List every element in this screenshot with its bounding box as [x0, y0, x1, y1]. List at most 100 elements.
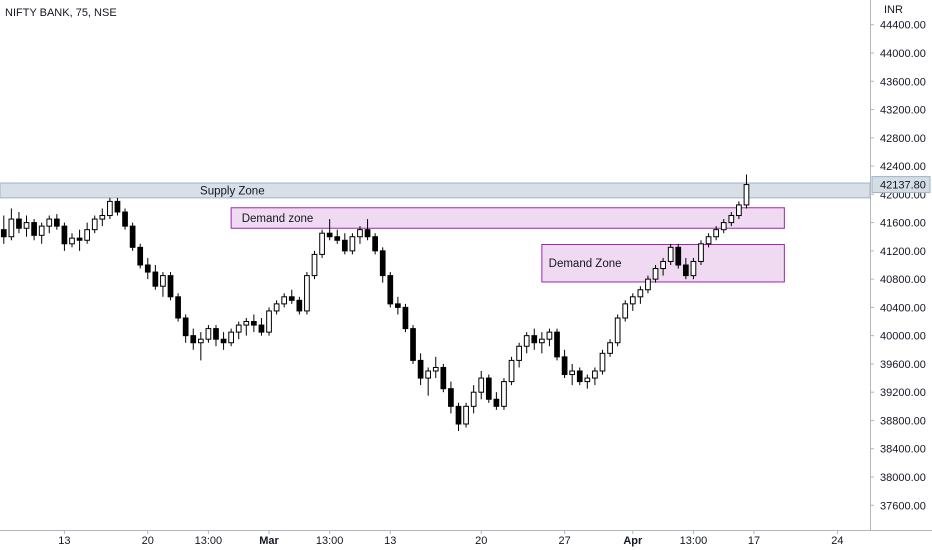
candle-body: [334, 236, 341, 241]
candle: [607, 339, 613, 357]
candle-body: [38, 225, 45, 236]
candle-body: [326, 232, 333, 238]
candle-body: [546, 331, 553, 340]
price-tick-label: 43600.00: [880, 76, 926, 88]
candle-body: [645, 278, 651, 291]
candle: [493, 392, 500, 410]
candle-body: [61, 225, 68, 245]
candle: [220, 332, 227, 350]
candle-body: [629, 296, 636, 305]
candle-body: [675, 246, 682, 266]
candle: [152, 265, 159, 290]
candle-body: [364, 229, 371, 238]
candle: [379, 247, 386, 283]
candle-body: [137, 246, 144, 266]
candle-body: [281, 296, 288, 305]
candle: [160, 272, 166, 297]
candle: [266, 307, 272, 336]
candle: [38, 222, 45, 244]
time-tick-label: Mar: [259, 535, 279, 547]
candle: [288, 289, 295, 304]
candle-body: [554, 331, 560, 358]
candle: [455, 402, 462, 432]
time-tick-label: 17: [748, 535, 760, 547]
candle: [99, 208, 106, 227]
candle-body: [319, 232, 325, 255]
candle-body: [213, 328, 219, 340]
candle: [46, 215, 53, 234]
candle-body: [357, 229, 363, 238]
candle-body: [478, 377, 485, 393]
candle: [364, 219, 371, 241]
candle: [258, 318, 265, 336]
candle: [599, 349, 606, 375]
candle-body: [167, 275, 174, 298]
candle: [387, 272, 394, 308]
candle: [326, 219, 333, 241]
candle-body: [713, 229, 720, 238]
candle: [395, 296, 401, 315]
candle: [645, 275, 651, 294]
candle-body: [0, 229, 7, 238]
candle: [175, 293, 181, 322]
price-tick-label: 40400.00: [880, 302, 926, 314]
candle: [122, 208, 128, 230]
candle-body: [622, 303, 629, 319]
demand-1-zone-label: Demand zone: [242, 213, 314, 225]
candle-body: [736, 204, 742, 217]
candle: [622, 300, 629, 322]
candle-body: [175, 296, 181, 319]
demand-2-zone-label: Demand Zone: [549, 258, 622, 270]
candle: [531, 328, 538, 350]
candle: [675, 243, 682, 269]
time-axis[interactable]: 13 20 13:00 Mar 13:00 13 20 27 Apr 13:00 17 24: [58, 530, 844, 547]
candle: [660, 257, 666, 276]
candle: [84, 222, 91, 244]
price-tick-label: 44000.00: [880, 48, 926, 60]
candle-body: [205, 328, 212, 340]
candle: [213, 325, 219, 347]
candle-body: [417, 359, 424, 379]
candle: [501, 378, 507, 410]
candle-body: [53, 218, 60, 227]
candle: [667, 243, 674, 265]
last-price-marker: 42137.80: [871, 176, 931, 194]
candle-body: [23, 222, 30, 229]
last-price-tag: [871, 176, 931, 194]
candle: [372, 233, 378, 255]
candle-body: [720, 222, 727, 231]
time-tick-label: 13:00: [195, 535, 223, 547]
candle-body: [743, 184, 750, 206]
candle-body: [448, 388, 454, 407]
candle: [523, 332, 530, 354]
currency-label: INR: [884, 4, 903, 16]
candle-body: [539, 338, 545, 344]
candle-body: [372, 236, 378, 252]
candle: [705, 233, 712, 248]
candle-body: [129, 225, 136, 248]
candle-body: [425, 370, 432, 379]
candle: [357, 226, 363, 244]
candle-body: [251, 321, 257, 326]
candle: [190, 328, 197, 350]
candle: [114, 197, 121, 216]
candle-body: [304, 275, 310, 312]
candle: [410, 325, 416, 364]
candle: [296, 296, 303, 315]
candle-body: [107, 200, 113, 217]
price-axis[interactable]: 37600.00 38000.00 38400.00 38800.00 39200.00…: [870, 20, 926, 513]
candle: [8, 208, 15, 241]
time-tick-label: 20: [475, 535, 487, 547]
candle: [349, 233, 356, 255]
candle: [713, 226, 720, 241]
candle-body: [493, 398, 500, 407]
candle: [16, 212, 22, 234]
candle-body: [607, 342, 613, 354]
candle: [478, 371, 485, 400]
candle-body: [46, 218, 53, 227]
candle: [728, 212, 735, 227]
time-tick-label: 20: [142, 535, 154, 547]
candle: [561, 349, 568, 379]
candle: [470, 385, 477, 414]
